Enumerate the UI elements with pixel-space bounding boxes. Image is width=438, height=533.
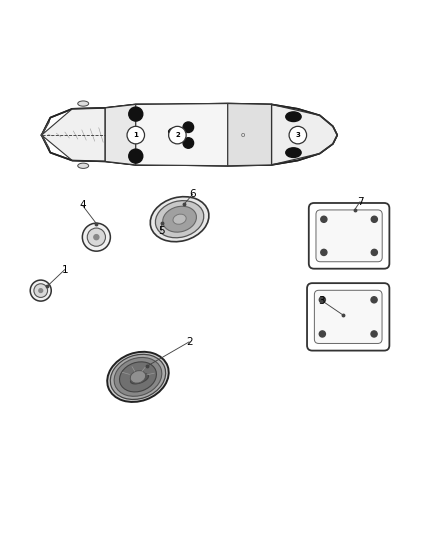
Text: 5: 5 xyxy=(158,225,165,236)
Text: 2: 2 xyxy=(175,132,180,138)
Ellipse shape xyxy=(131,374,148,384)
FancyBboxPatch shape xyxy=(316,210,382,262)
Ellipse shape xyxy=(173,214,186,224)
Ellipse shape xyxy=(286,148,301,157)
Ellipse shape xyxy=(107,352,169,402)
Circle shape xyxy=(39,289,42,293)
Text: 4: 4 xyxy=(79,200,86,210)
Polygon shape xyxy=(228,103,272,166)
Ellipse shape xyxy=(286,112,301,122)
Ellipse shape xyxy=(120,362,156,392)
Circle shape xyxy=(321,216,327,222)
Circle shape xyxy=(127,126,145,144)
Circle shape xyxy=(34,284,48,297)
FancyBboxPatch shape xyxy=(307,283,389,351)
Text: o: o xyxy=(241,132,245,138)
Circle shape xyxy=(319,331,325,337)
Ellipse shape xyxy=(163,206,196,232)
Polygon shape xyxy=(272,104,337,165)
Polygon shape xyxy=(42,103,337,166)
Ellipse shape xyxy=(169,128,182,136)
Circle shape xyxy=(129,149,143,163)
Text: 1: 1 xyxy=(133,132,138,138)
Circle shape xyxy=(82,223,110,251)
Text: 3: 3 xyxy=(318,296,325,305)
Circle shape xyxy=(169,126,186,144)
Circle shape xyxy=(371,297,377,303)
Ellipse shape xyxy=(78,163,88,168)
Ellipse shape xyxy=(155,200,204,238)
Polygon shape xyxy=(136,103,228,166)
FancyBboxPatch shape xyxy=(309,203,389,269)
Ellipse shape xyxy=(130,370,146,383)
Circle shape xyxy=(371,249,378,255)
Ellipse shape xyxy=(114,358,162,397)
Circle shape xyxy=(321,249,327,255)
Ellipse shape xyxy=(78,101,88,106)
Circle shape xyxy=(183,138,194,148)
Ellipse shape xyxy=(110,354,166,399)
Ellipse shape xyxy=(150,197,209,241)
Circle shape xyxy=(319,297,325,303)
FancyBboxPatch shape xyxy=(314,290,382,343)
Circle shape xyxy=(129,107,143,121)
Circle shape xyxy=(289,126,307,144)
Circle shape xyxy=(30,280,51,301)
Polygon shape xyxy=(42,108,105,161)
Circle shape xyxy=(94,235,99,240)
Circle shape xyxy=(371,216,378,222)
Text: 7: 7 xyxy=(357,197,364,207)
Circle shape xyxy=(87,228,106,246)
Text: 6: 6 xyxy=(189,189,196,199)
Text: 1: 1 xyxy=(61,264,68,274)
Text: 2: 2 xyxy=(186,337,193,347)
Circle shape xyxy=(371,331,377,337)
Circle shape xyxy=(183,122,194,133)
Polygon shape xyxy=(105,104,136,165)
Text: 3: 3 xyxy=(295,132,300,138)
